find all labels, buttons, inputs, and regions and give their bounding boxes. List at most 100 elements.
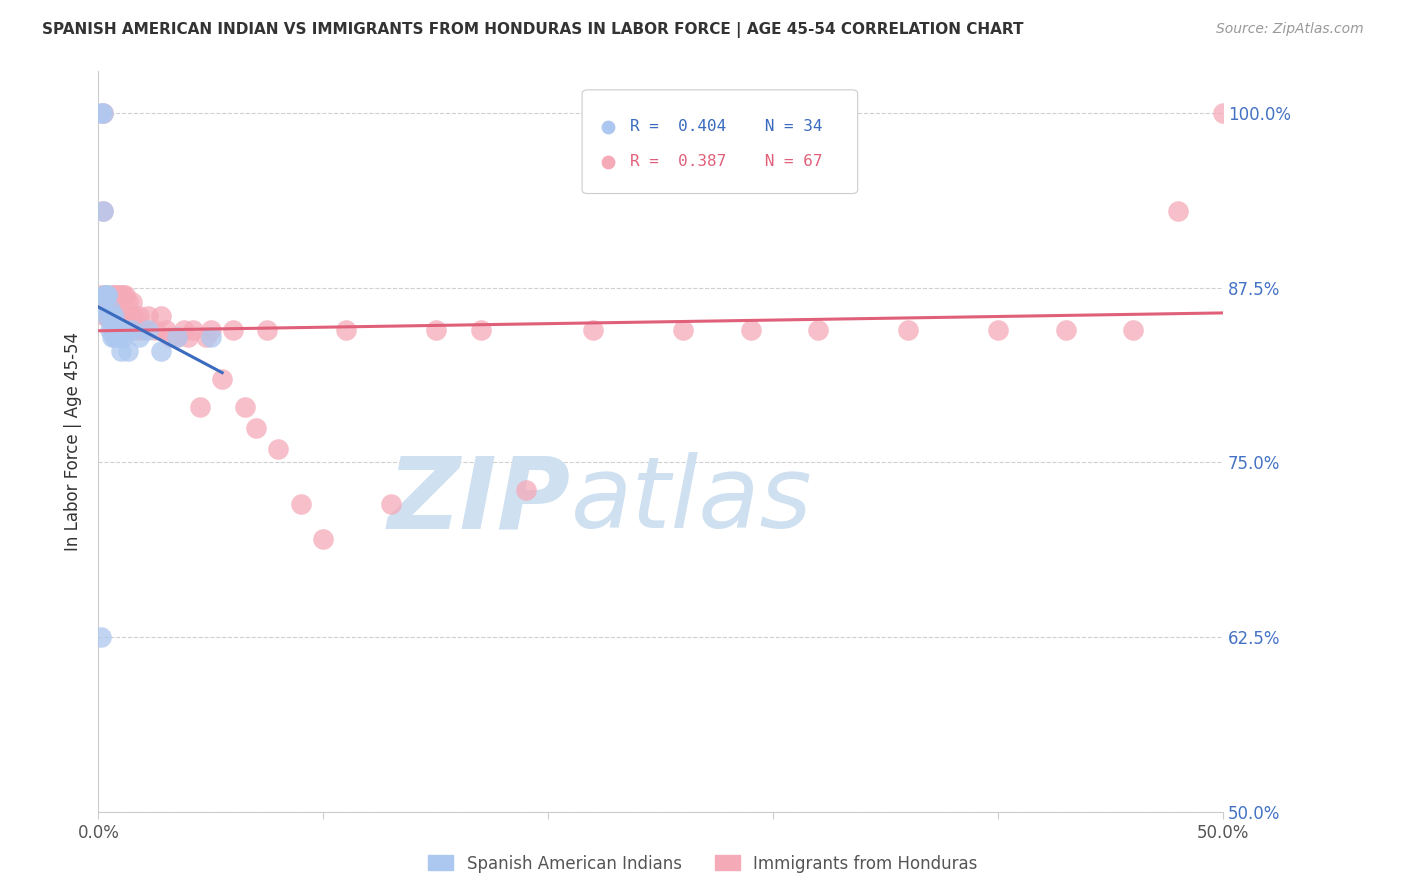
- Point: [101, 330, 124, 344]
- Point: [143, 323, 166, 337]
- Point: [101, 309, 124, 323]
- Point: [94, 288, 117, 302]
- Point: [121, 294, 143, 309]
- Point: [105, 330, 128, 344]
- Text: ZIP: ZIP: [388, 452, 571, 549]
- Point: [114, 323, 136, 337]
- Point: [94, 288, 117, 302]
- FancyBboxPatch shape: [582, 90, 858, 194]
- Point: [136, 309, 159, 323]
- Point: [112, 309, 135, 323]
- Point: [1212, 106, 1234, 120]
- Point: [897, 323, 920, 337]
- Point: [90, 106, 112, 120]
- Point: [188, 400, 211, 414]
- Point: [94, 301, 117, 316]
- Point: [222, 323, 245, 337]
- Point: [96, 288, 118, 302]
- Point: [380, 497, 402, 511]
- Point: [200, 323, 222, 337]
- Point: [166, 330, 188, 344]
- Point: [1054, 323, 1077, 337]
- Text: R =  0.387    N = 67: R = 0.387 N = 67: [630, 154, 823, 169]
- Point: [105, 288, 128, 302]
- Point: [1107, 277, 1129, 291]
- Point: [166, 330, 188, 344]
- Point: [112, 330, 135, 344]
- Point: [312, 533, 335, 547]
- Point: [195, 330, 218, 344]
- Point: [94, 309, 117, 323]
- Point: [1107, 211, 1129, 225]
- Point: [91, 106, 114, 120]
- Text: R =  0.404    N = 34: R = 0.404 N = 34: [630, 120, 823, 135]
- Point: [107, 288, 129, 302]
- Point: [132, 323, 155, 337]
- Point: [1167, 204, 1189, 219]
- Y-axis label: In Labor Force | Age 45-54: In Labor Force | Age 45-54: [65, 332, 83, 551]
- Point: [740, 323, 762, 337]
- Point: [155, 323, 177, 337]
- Point: [110, 343, 132, 358]
- Point: [159, 330, 181, 344]
- Point: [101, 323, 124, 337]
- Point: [181, 323, 204, 337]
- Point: [110, 309, 132, 323]
- Point: [107, 309, 129, 323]
- Point: [94, 288, 117, 302]
- Point: [90, 288, 112, 302]
- Point: [107, 323, 129, 337]
- Point: [807, 323, 830, 337]
- Point: [96, 288, 118, 302]
- Point: [105, 309, 128, 323]
- Point: [267, 442, 290, 456]
- Point: [290, 497, 312, 511]
- Point: [117, 343, 139, 358]
- Point: [105, 323, 128, 337]
- Point: [98, 294, 121, 309]
- Point: [98, 301, 121, 316]
- Point: [96, 294, 118, 309]
- Point: [425, 323, 447, 337]
- Point: [110, 323, 132, 337]
- Point: [101, 316, 124, 330]
- Point: [103, 309, 125, 323]
- Point: [114, 288, 136, 302]
- Point: [96, 309, 118, 323]
- Point: [96, 309, 118, 323]
- Text: Source: ZipAtlas.com: Source: ZipAtlas.com: [1216, 22, 1364, 37]
- Point: [256, 323, 278, 337]
- Text: atlas: atlas: [571, 452, 813, 549]
- Point: [173, 323, 195, 337]
- Point: [233, 400, 256, 414]
- Point: [177, 330, 200, 344]
- Point: [470, 323, 492, 337]
- Point: [103, 323, 125, 337]
- Point: [125, 323, 148, 337]
- Point: [136, 323, 159, 337]
- Point: [200, 330, 222, 344]
- Point: [114, 309, 136, 323]
- Point: [245, 420, 267, 434]
- Point: [582, 323, 605, 337]
- Point: [124, 309, 146, 323]
- Point: [150, 309, 173, 323]
- Point: [128, 309, 150, 323]
- Point: [211, 372, 233, 386]
- Legend: Spanish American Indians, Immigrants from Honduras: Spanish American Indians, Immigrants fro…: [422, 848, 984, 880]
- Point: [117, 294, 139, 309]
- Point: [515, 483, 537, 498]
- Point: [105, 323, 128, 337]
- Point: [91, 106, 114, 120]
- Point: [987, 323, 1010, 337]
- Point: [91, 204, 114, 219]
- Point: [118, 309, 141, 323]
- Point: [103, 288, 125, 302]
- Text: SPANISH AMERICAN INDIAN VS IMMIGRANTS FROM HONDURAS IN LABOR FORCE | AGE 45-54 C: SPANISH AMERICAN INDIAN VS IMMIGRANTS FR…: [42, 22, 1024, 38]
- Point: [91, 204, 114, 219]
- Point: [1122, 323, 1144, 337]
- Point: [98, 309, 121, 323]
- Point: [110, 288, 132, 302]
- Point: [101, 288, 124, 302]
- Point: [103, 309, 125, 323]
